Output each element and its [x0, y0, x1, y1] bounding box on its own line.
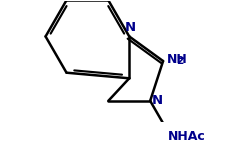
Text: N: N — [124, 21, 135, 34]
Text: NHAc: NHAc — [168, 130, 206, 143]
Text: 2: 2 — [176, 56, 183, 66]
Text: NH: NH — [166, 53, 187, 66]
Text: N: N — [152, 94, 163, 107]
